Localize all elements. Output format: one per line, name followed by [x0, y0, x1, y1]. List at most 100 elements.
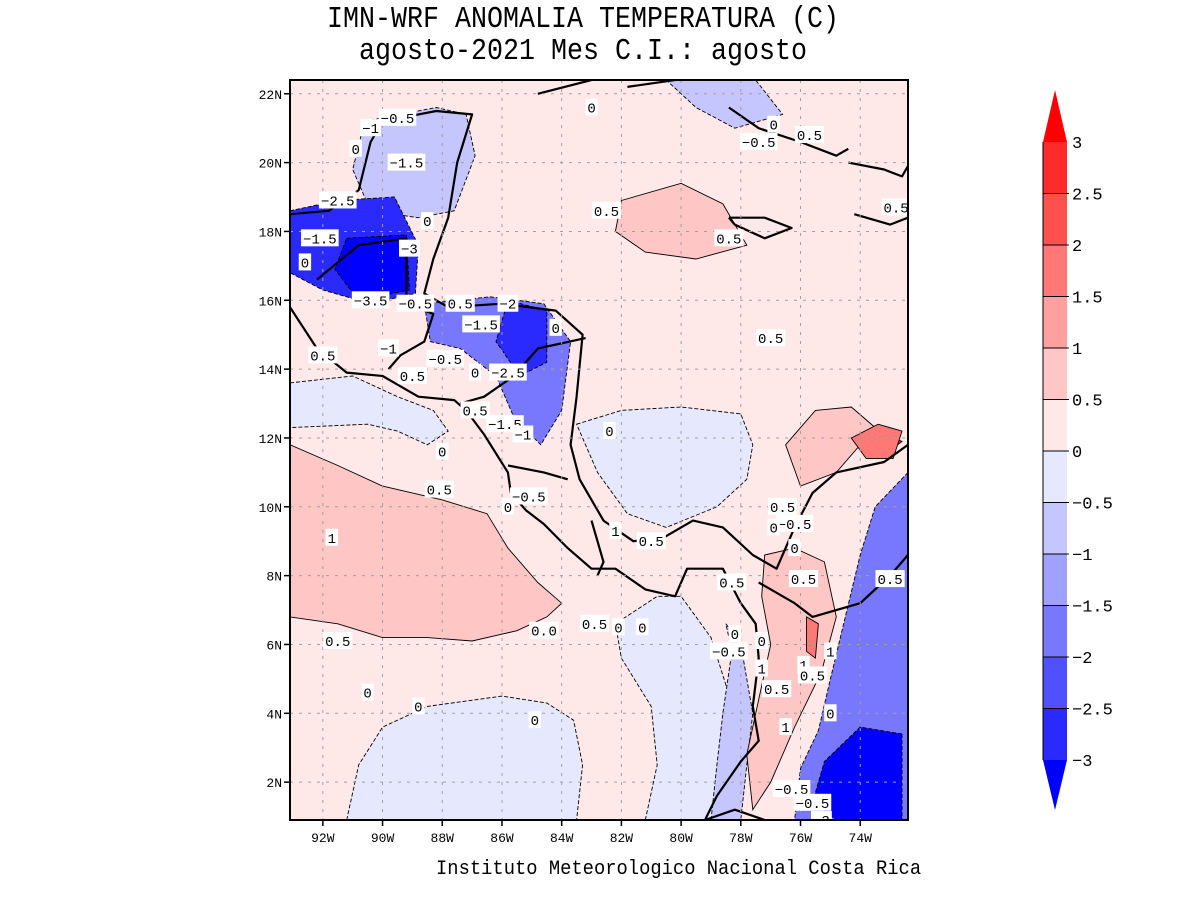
contour-label-bg	[378, 339, 399, 357]
contour-label-text: 0.5	[400, 370, 425, 386]
contour-label: 0.5	[794, 126, 825, 145]
colorbar-bin	[1043, 245, 1067, 297]
contour-label: 0	[755, 632, 768, 651]
contour-label-text: 1	[758, 663, 766, 679]
contour-label-text: −0.5	[778, 518, 812, 534]
x-tick-label: 84W	[550, 831, 574, 846]
coastline-segment	[848, 161, 908, 178]
contour-label-text: −3	[813, 814, 830, 830]
x-axis: 92W 90W 88W 86W 84W 82W 80W 78W 76W 74W	[311, 820, 872, 846]
contour-label-bg	[779, 718, 792, 736]
contour-label: −0.5	[739, 132, 778, 152]
contour-label: −1.5	[387, 153, 426, 173]
contour-label: −0.5	[378, 108, 417, 128]
contour-label-text: −2.5	[321, 194, 355, 210]
contour-label-text: 0.5	[462, 404, 487, 420]
contour-label: 0.5	[424, 480, 454, 500]
contour-label-text: 0	[438, 446, 446, 462]
contour-label-text: 0.5	[800, 669, 825, 685]
contour-label: 0.5	[756, 329, 786, 348]
contour-label-text: 1	[328, 532, 336, 548]
y-tick-label: 10N	[259, 501, 282, 516]
contour-label-text: 0.5	[797, 129, 822, 145]
contour-label: −3	[399, 239, 420, 259]
contour-label: 0	[298, 253, 312, 272]
contour-label-bg	[501, 497, 515, 515]
chart-subtitle: agosto-2021 Mes C.I.: agosto	[359, 34, 807, 69]
colorbar-label: 2.5	[1072, 187, 1103, 206]
y-tick-label: 22N	[259, 88, 282, 103]
contour-label-bg	[378, 108, 417, 126]
contour-label-text: 0.5	[427, 484, 452, 500]
contour-label-bg	[460, 401, 490, 419]
contour-label-bg	[609, 521, 622, 539]
contour-label: 0	[549, 318, 562, 338]
contour-label-text: 0	[552, 322, 560, 338]
contour-label: 0	[421, 212, 434, 231]
contour-label: −3	[811, 811, 832, 830]
contour-region-southern-pacific-cool	[346, 695, 584, 820]
contour-label-bg	[768, 497, 798, 515]
contour-label-text: 0	[504, 501, 512, 517]
contour-label: 1	[325, 528, 338, 548]
colorbar-label: 0	[1072, 444, 1082, 463]
contour-label-text: 0	[471, 367, 479, 383]
contour-label-bg	[445, 294, 475, 312]
contour-label-text: 1	[826, 645, 834, 661]
contour-label-bg	[714, 229, 744, 247]
contour-label-bg	[512, 425, 534, 443]
x-tick-label: 80W	[669, 831, 693, 846]
contour-label-bg	[361, 683, 374, 701]
contour-label-bg	[298, 253, 312, 271]
contour-label: 0	[436, 442, 449, 462]
contour-label-bg	[426, 349, 465, 367]
contour-label-text: 1	[781, 721, 789, 737]
contour-label: −0.5	[710, 642, 748, 661]
contour-label-bg	[788, 539, 801, 557]
contour-label-bg	[510, 487, 548, 505]
contour-label-bg	[775, 515, 814, 532]
x-tick-label: 86W	[490, 831, 514, 846]
contour-label-bg	[397, 367, 428, 384]
contour-label-bg	[323, 632, 353, 650]
contour-label: 0	[767, 115, 780, 135]
contour-label: 0	[767, 518, 780, 537]
contour-label: 0	[468, 363, 482, 383]
colorbar-label: −3	[1072, 753, 1092, 772]
contour-label-text: 1	[611, 525, 619, 541]
colorbar: 3 2.5 2 1.5 1 0.5 0 −0.5 −1 −1.5 −2 −2.5 −3	[1042, 90, 1113, 810]
contour-label-text: −1.5	[303, 232, 337, 248]
contour-label-text: 0	[769, 521, 777, 537]
contour-label-text: 0.5	[770, 501, 795, 517]
colorbar-bin	[1043, 605, 1067, 658]
contour-label-bg	[399, 239, 420, 257]
contour-label: 0.5	[797, 666, 828, 685]
coastline-segment	[704, 808, 766, 820]
colorbar-bin	[1043, 451, 1067, 503]
contour-label: 0.5	[397, 367, 428, 386]
contour-label-text: 0.5	[639, 535, 664, 551]
y-tick-label: 20N	[259, 157, 282, 172]
contour-label-text: 0.5	[310, 349, 335, 365]
colorbar-label: −0.5	[1072, 496, 1113, 515]
contour-label: 0	[546, 621, 559, 641]
contour-label-text: 0	[351, 143, 359, 159]
contour-region-colombia-interandean-warm	[746, 547, 837, 812]
contour-label-bg	[728, 625, 742, 643]
contour-label-bg	[756, 329, 786, 347]
contour-label-bg	[811, 811, 832, 820]
colorbar-bin	[1043, 708, 1067, 761]
contour-label-bg	[767, 518, 780, 536]
contour-label-bg	[396, 294, 435, 312]
contour-label-text: 0	[423, 215, 431, 231]
colorbar-label: 2	[1072, 238, 1082, 257]
y-tick-label: 12N	[259, 432, 282, 447]
colorbar-bin	[1043, 399, 1067, 452]
coastline-segment	[728, 216, 793, 240]
contour-label-bg	[424, 480, 454, 498]
contour-label-bg	[788, 570, 819, 588]
contour-label-text: −1.5	[464, 318, 498, 334]
colorbar-label: −1.5	[1072, 599, 1113, 618]
contour-label: 1	[824, 642, 837, 661]
contour-label-text: −1	[380, 342, 397, 358]
